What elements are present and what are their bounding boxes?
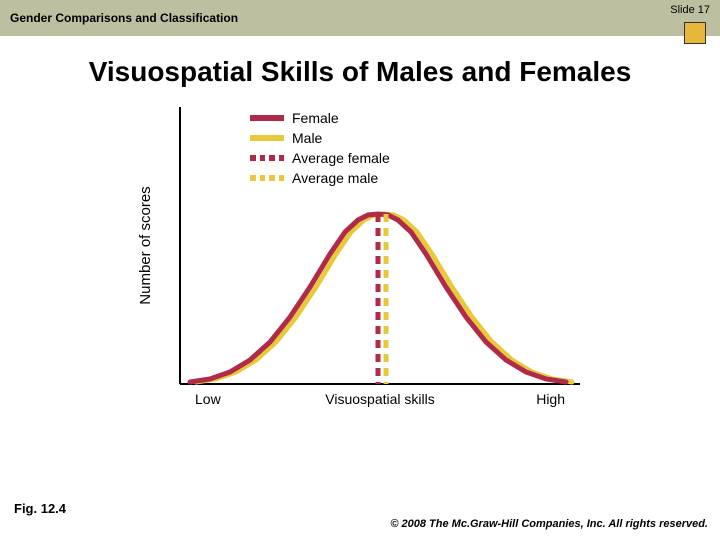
legend-label: Male [292, 130, 322, 146]
figure-label: Fig. 12.4 [14, 501, 66, 516]
header-bar: Gender Comparisons and Classification Sl… [0, 0, 720, 36]
svg-text:Number of scores: Number of scores [137, 187, 154, 305]
chart-legend: Female Male Average female Average male [250, 108, 390, 188]
legend-row: Average male [250, 168, 390, 188]
legend-swatch-icon [250, 115, 284, 121]
legend-row: Male [250, 128, 390, 148]
legend-row: Average female [250, 148, 390, 168]
legend-label: Average female [292, 150, 390, 166]
accent-square-icon [684, 22, 706, 44]
legend-row: Female [250, 108, 390, 128]
svg-text:High: High [536, 391, 565, 407]
legend-swatch-icon [250, 155, 284, 161]
slide-title: Visuospatial Skills of Males and Females [0, 56, 720, 88]
legend-swatch-icon [250, 135, 284, 141]
chart-container: Low Visuospatial skills High Number of scor… [130, 102, 590, 422]
section-title: Gender Comparisons and Classification [0, 11, 238, 25]
svg-text:Low: Low [195, 391, 222, 407]
svg-text:Visuospatial skills: Visuospatial skills [325, 391, 434, 407]
legend-label: Average male [292, 170, 378, 186]
copyright-text: © 2008 The Mc.Graw-Hill Companies, Inc. … [390, 518, 708, 530]
legend-swatch-icon [250, 175, 284, 181]
legend-label: Female [292, 110, 339, 126]
slide-number: Slide 17 [670, 4, 710, 16]
